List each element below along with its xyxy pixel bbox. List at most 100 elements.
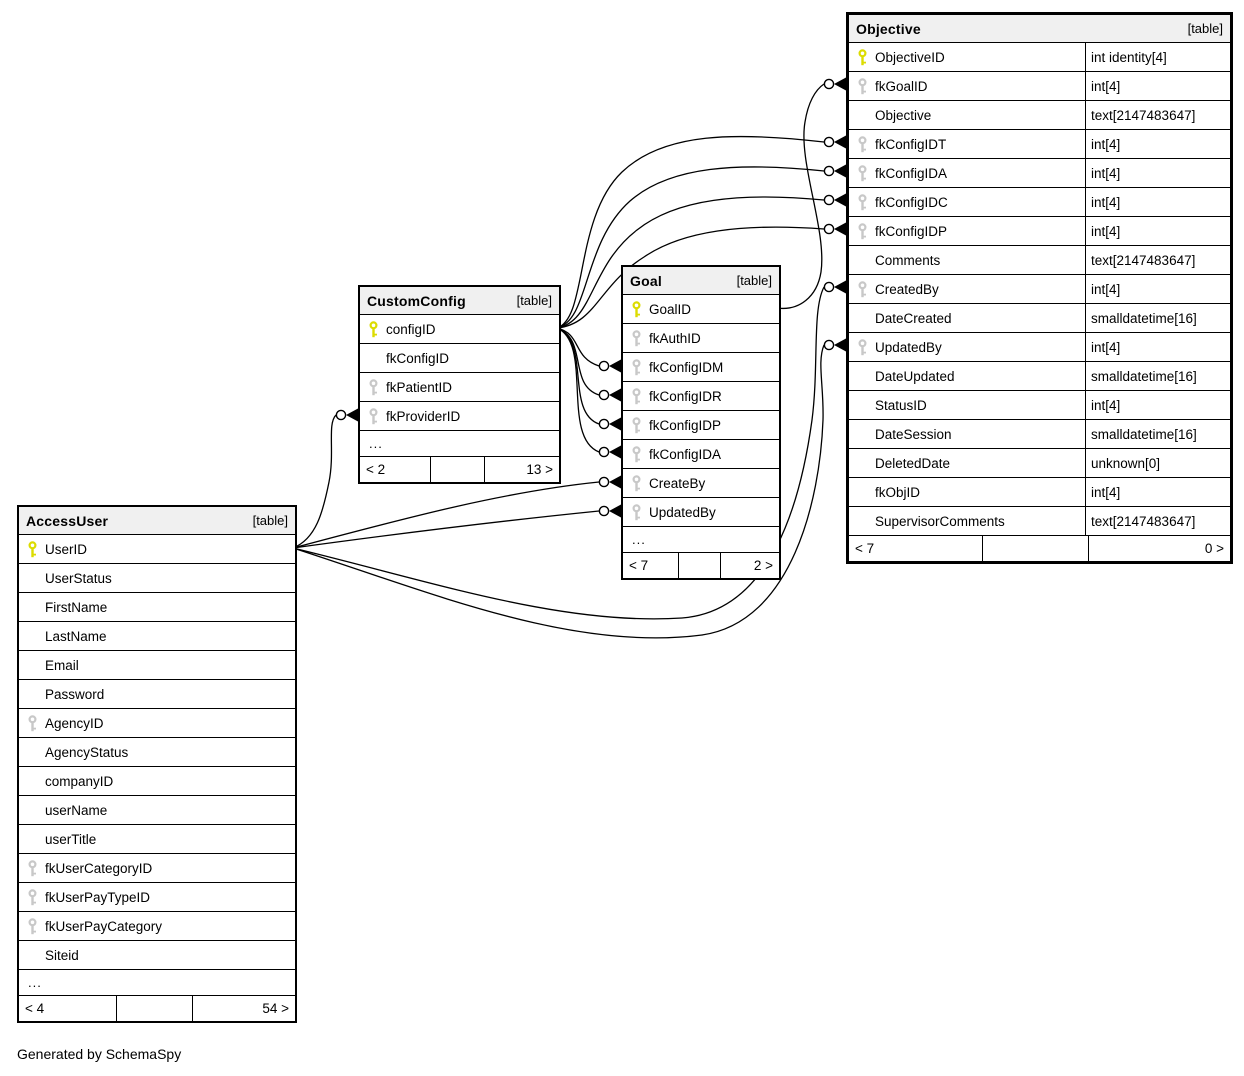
column-row-fkConfigIDA: fkConfigIDA int[4] (849, 159, 1230, 188)
relation-endpoint-circle (823, 339, 835, 351)
relation-endpoint-circle (823, 281, 835, 293)
column-name: fkUserPayTypeID (45, 889, 151, 905)
column-type: int[4] (1085, 188, 1230, 216)
column-name: Password (45, 686, 105, 702)
key-icon-slot (623, 387, 649, 405)
column-type: text[2147483647] (1085, 246, 1230, 274)
column-name: Objective (875, 107, 932, 123)
column-name: AgencyID (45, 715, 104, 731)
table-type-tag: [table] (736, 273, 772, 288)
column-name: fkObjID (875, 484, 921, 500)
column-name: UserStatus (45, 570, 112, 586)
foreign-key-icon (27, 917, 37, 934)
truncated-columns-indicator: ... (360, 431, 559, 457)
table-header-CustomConfig[interactable]: CustomConfig [table] (360, 287, 559, 315)
column-name: DateSession (875, 426, 952, 442)
relation-endpoint-circle (823, 223, 835, 235)
column-row-UpdatedBy: UpdatedBy (623, 498, 779, 527)
foreign-key-icon (857, 77, 867, 94)
relation-endpoint-circle (598, 360, 610, 372)
table-title[interactable]: Objective (856, 20, 921, 37)
column-name: fkUserPayCategory (45, 918, 163, 934)
column-row-Email: Email (19, 651, 295, 680)
primary-key-icon (27, 540, 37, 557)
column-name: UserID (45, 541, 88, 557)
foreign-key-icon (857, 338, 867, 355)
column-type: smalldatetime[16] (1085, 362, 1230, 390)
column-type: int[4] (1085, 275, 1230, 303)
key-icon-slot (360, 378, 386, 396)
column-name: FirstName (45, 599, 108, 615)
footer-related-out-count: 2 > (753, 558, 773, 573)
column-name: fkConfigIDP (875, 223, 948, 239)
column-row-GoalID: GoalID (623, 295, 779, 324)
foreign-key-icon (631, 416, 641, 433)
column-type: text[2147483647] (1085, 507, 1230, 535)
key-icon-slot (849, 338, 875, 356)
column-row-Password: Password (19, 680, 295, 709)
relation-endpoint-circle (823, 78, 835, 90)
table-title[interactable]: Goal (630, 272, 662, 289)
column-row-fkPatientID: fkPatientID (360, 373, 559, 402)
column-name: SupervisorComments (875, 513, 1005, 529)
key-icon-slot (19, 540, 45, 558)
foreign-key-icon (631, 387, 641, 404)
foreign-key-icon (631, 329, 641, 346)
relation-line-AccessUser.UserID-to-Goal.UpdatedBy (292, 510, 600, 549)
table-header-Objective[interactable]: Objective [table] (849, 15, 1230, 43)
column-row-fkConfigIDT: fkConfigIDT int[4] (849, 130, 1230, 159)
key-icon-slot (849, 48, 875, 66)
key-icon-slot (849, 164, 875, 182)
column-type: int[4] (1085, 217, 1230, 245)
table-CustomConfig: CustomConfig [table] configID fkConfigID fkP… (358, 285, 561, 484)
column-row-fkUserPayTypeID: fkUserPayTypeID (19, 883, 295, 912)
foreign-key-icon (857, 164, 867, 181)
column-row-StatusID: StatusID int[4] (849, 391, 1230, 420)
footer-related-in-count: < 7 (855, 541, 875, 556)
column-type: smalldatetime[16] (1085, 420, 1230, 448)
foreign-key-icon (631, 445, 641, 462)
table-Objective: Objective [table] ObjectiveID int identity[… (846, 12, 1233, 564)
key-icon-slot (360, 407, 386, 425)
table-footer: < 2 13 > (360, 457, 559, 482)
column-name: fkConfigID (386, 350, 450, 366)
column-row-fkUserCategoryID: fkUserCategoryID (19, 854, 295, 883)
foreign-key-icon (857, 135, 867, 152)
column-type: int[4] (1085, 72, 1230, 100)
column-type: text[2147483647] (1085, 101, 1230, 129)
crow-foot-arrow (834, 193, 846, 207)
footer-spacer-cell (982, 536, 1090, 561)
primary-key-icon (631, 300, 641, 317)
foreign-key-icon (857, 193, 867, 210)
column-name: fkConfigIDC (875, 194, 948, 210)
foreign-key-icon (27, 714, 37, 731)
column-row-fkConfigID: fkConfigID (360, 344, 559, 373)
table-header-AccessUser[interactable]: AccessUser [table] (19, 507, 295, 535)
crow-foot-arrow (609, 388, 621, 402)
crow-foot-arrow (834, 280, 846, 294)
relation-endpoint-circle (598, 389, 610, 401)
relation-line-AccessUser.UserID-to-Goal.CreateBy (292, 481, 600, 549)
key-icon-slot (19, 917, 45, 935)
table-header-Goal[interactable]: Goal [table] (623, 267, 779, 295)
table-title[interactable]: CustomConfig (367, 292, 466, 309)
crow-foot-arrow (834, 77, 846, 91)
relation-endpoint-circle (598, 418, 610, 430)
foreign-key-icon (368, 407, 378, 424)
column-name: fkConfigIDR (649, 388, 722, 404)
column-name: fkAuthID (649, 330, 701, 346)
foreign-key-icon (631, 358, 641, 375)
column-name: ObjectiveID (875, 49, 945, 65)
column-row-LastName: LastName (19, 622, 295, 651)
footer-related-out-count: 54 > (262, 1001, 289, 1016)
column-row-userName: userName (19, 796, 295, 825)
key-icon-slot (849, 222, 875, 240)
column-row-FirstName: FirstName (19, 593, 295, 622)
column-type: int[4] (1085, 478, 1230, 506)
table-title[interactable]: AccessUser (26, 512, 109, 529)
table-AccessUser: AccessUser [table] UserID UserStatus FirstNa… (17, 505, 297, 1023)
key-icon-slot (360, 320, 386, 338)
relation-endpoint-circle (598, 476, 610, 488)
foreign-key-icon (631, 503, 641, 520)
